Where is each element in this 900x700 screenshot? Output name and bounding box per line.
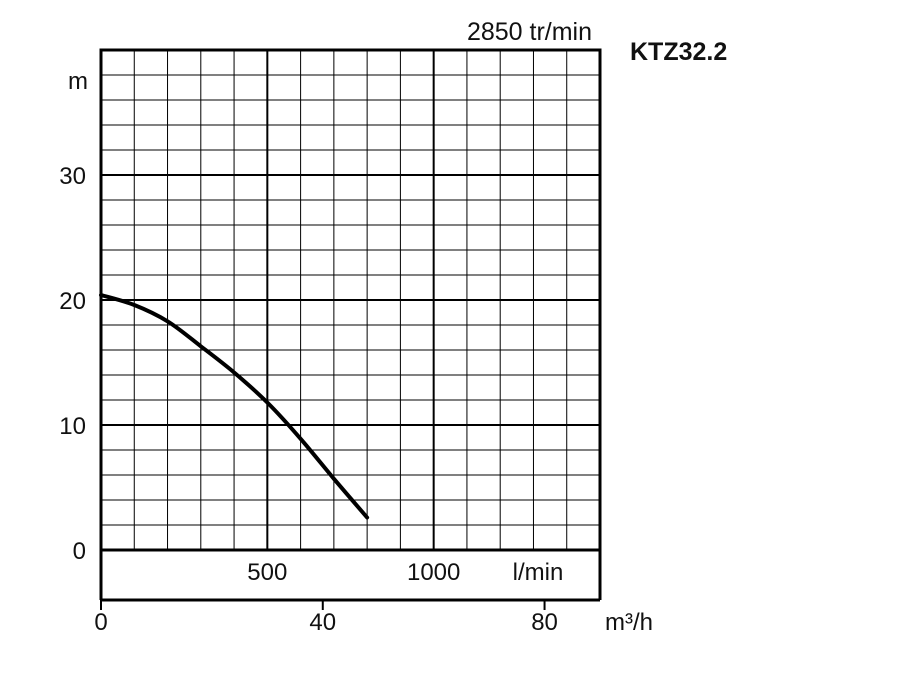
series-line-head-curve [99,293,370,520]
y-tick-label: 10 [59,413,86,440]
plot-frame [99,48,602,552]
x-tick-label-lmin: 500 [247,559,287,586]
m3h-tick-labels: 0 40 80 [94,600,558,636]
x-tick-label-m3h: 40 [309,609,336,636]
y-tick-label: 0 [73,538,86,565]
y-tick-label: 20 [59,288,86,315]
y-tick-label: 30 [59,163,86,190]
chart-subtitle: 2850 tr/min [467,18,592,46]
y-axis-label: m [68,68,88,95]
y-tick-labels: 0 10 20 30 [59,163,86,565]
x-tick-label-m3h: 80 [531,609,558,636]
chart-title: KTZ32.2 [630,38,727,66]
series-layer [99,293,370,520]
lmin-tick-labels: 500 1000 [247,559,460,586]
x-tick-label-m3h: 0 [94,609,107,636]
x-axis-unit-m3h: m³/h [605,609,653,636]
x-axis-unit-lmin: l/min [513,559,564,586]
x-tick-label-lmin: 1000 [407,559,460,586]
